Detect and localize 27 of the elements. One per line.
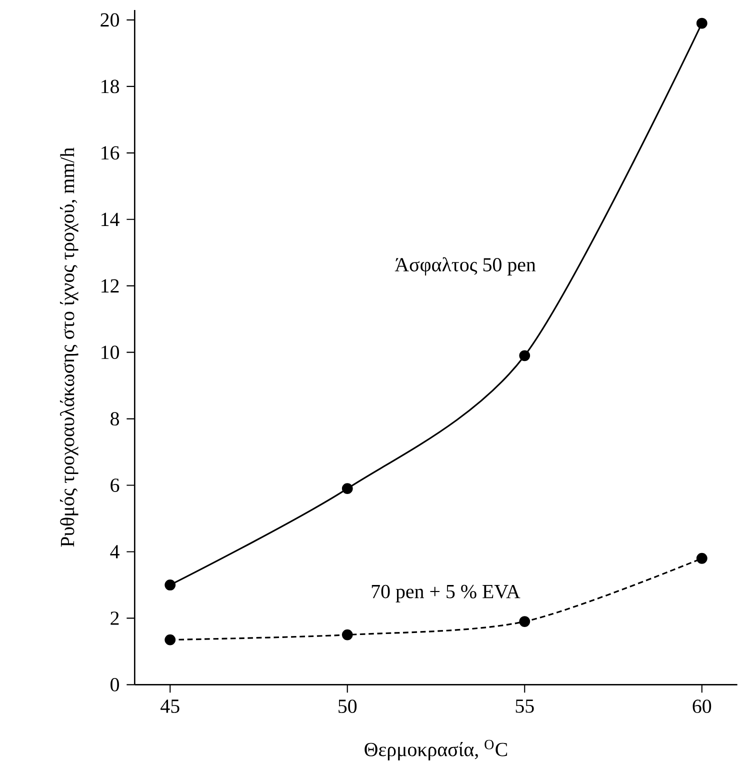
point bbox=[342, 629, 353, 640]
x-tick-label: 60 bbox=[692, 700, 712, 714]
y-tick-label: 6 bbox=[110, 478, 120, 492]
y-tick-label: 4 bbox=[110, 545, 120, 558]
point bbox=[164, 634, 176, 646]
y-tick-label: 2 bbox=[110, 612, 119, 625]
point bbox=[519, 350, 530, 362]
x-axis-title: Θερμοκρασία, $^{O}$C bbox=[364, 740, 508, 760]
y-tick-label: 20 bbox=[100, 13, 120, 27]
x-tick-label: 50 bbox=[338, 700, 357, 714]
point bbox=[696, 552, 708, 564]
series-label: 70 pen + 5 % EVA bbox=[372, 584, 520, 602]
series-label: Άσφαλτος 50 pen bbox=[394, 257, 536, 276]
y-tick-label: 10 bbox=[102, 346, 120, 360]
point bbox=[519, 616, 530, 627]
y-tick-label: 14 bbox=[102, 212, 120, 226]
y-tick-label: 0 bbox=[110, 678, 120, 692]
point bbox=[696, 18, 708, 29]
point bbox=[342, 483, 353, 494]
x-tick-label: 55 bbox=[516, 700, 534, 713]
x-tick-label: 45 bbox=[160, 700, 180, 713]
y-tick-label: 18 bbox=[102, 80, 120, 94]
y-tick-label: 8 bbox=[110, 412, 120, 426]
y-axis-title: Ρυθμός τροχοαυλάκωσης στο ίχνος τροχού, mm/h bbox=[60, 148, 78, 547]
y-tick-label: 16 bbox=[102, 146, 120, 160]
y-tick-label: 12 bbox=[102, 279, 119, 292]
point bbox=[164, 580, 176, 590]
